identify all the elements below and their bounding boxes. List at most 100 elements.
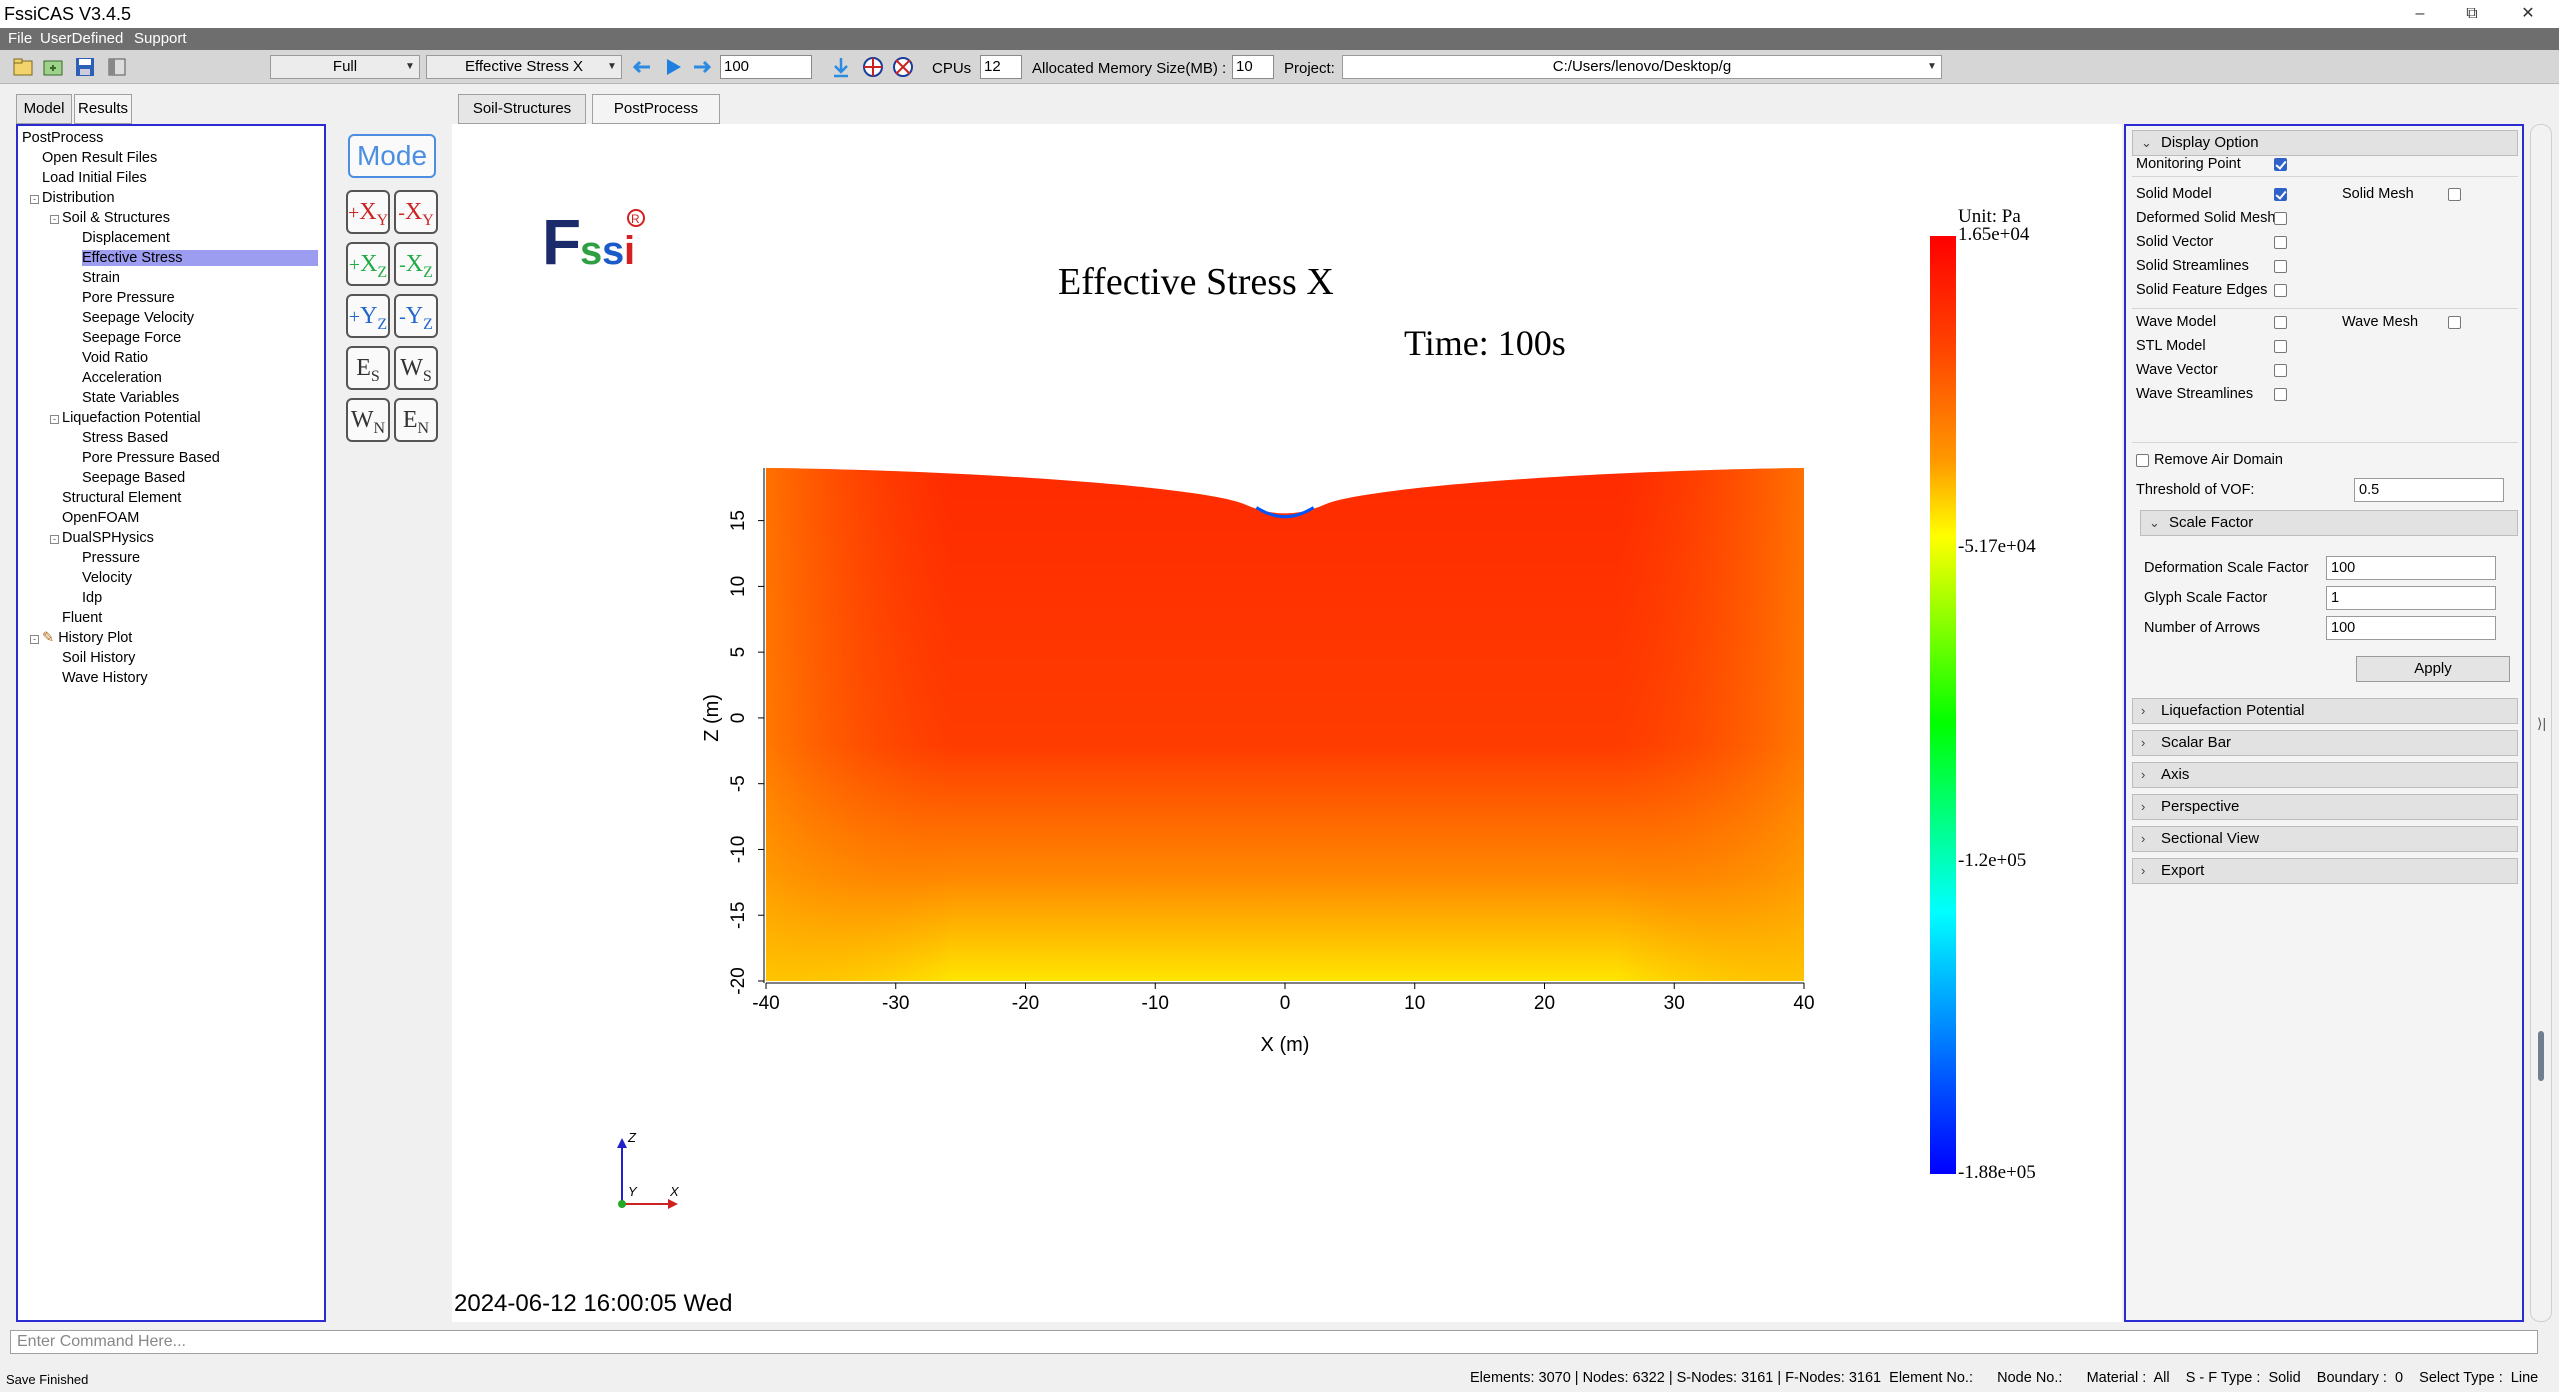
tree-item[interactable]: Soil & Structures (62, 210, 170, 226)
option-checkbox[interactable] (2274, 364, 2287, 377)
tree-item[interactable]: Idp (82, 590, 102, 606)
tree-item[interactable]: Pore Pressure (82, 290, 175, 306)
option-checkbox[interactable] (2274, 388, 2287, 401)
close-button[interactable]: ✕ (2521, 5, 2535, 22)
section-header[interactable]: › Perspective (2132, 794, 2518, 820)
vertical-scrollbar[interactable]: ⟩| (2530, 124, 2552, 1322)
tree-toggle[interactable]: - (50, 215, 59, 224)
globe-alt-icon[interactable] (892, 56, 914, 78)
tree-item[interactable]: Open Result Files (42, 150, 157, 166)
tree-item[interactable]: State Variables (82, 390, 179, 406)
tree-item[interactable]: Fluent (62, 610, 102, 626)
tree-item[interactable]: Wave History (62, 670, 148, 686)
menu-support[interactable]: Support (134, 30, 187, 47)
tree-item[interactable]: OpenFOAM (62, 510, 139, 526)
option-checkbox[interactable] (2274, 188, 2287, 201)
section-header[interactable]: › Sectional View (2132, 826, 2518, 852)
play-icon[interactable] (662, 56, 684, 78)
tree-item[interactable]: Acceleration (82, 370, 162, 386)
minimize-button[interactable]: – (2415, 5, 2425, 22)
save-icon[interactable] (74, 56, 96, 78)
collapse-panel-icon[interactable]: ⟩| (2537, 715, 2547, 731)
tree-item[interactable]: Velocity (82, 570, 132, 586)
view-orientation-button[interactable]: WS (394, 346, 438, 390)
section-header[interactable]: › Export (2132, 858, 2518, 884)
tree-item[interactable]: Strain (82, 270, 120, 286)
view-orientation-button[interactable]: ES (346, 346, 390, 390)
tree-item[interactable]: Soil History (62, 650, 135, 666)
tree-toggle[interactable]: - (30, 635, 39, 644)
tree-toggle[interactable]: - (50, 535, 59, 544)
option-checkbox[interactable] (2274, 284, 2287, 297)
section-header[interactable]: › Liquefaction Potential (2132, 698, 2518, 724)
option-checkbox[interactable] (2448, 188, 2461, 201)
option-checkbox[interactable] (2274, 212, 2287, 225)
option-checkbox[interactable] (2274, 316, 2287, 329)
view-orientation-button[interactable]: +XZ (346, 242, 390, 286)
step-forward-icon[interactable] (692, 56, 714, 78)
option-checkbox[interactable] (2274, 260, 2287, 273)
tree-item[interactable]: Pressure (82, 550, 140, 566)
step-back-icon[interactable] (630, 56, 652, 78)
tree-item[interactable]: Stress Based (82, 430, 168, 446)
menu-userdefined[interactable]: UserDefined (40, 30, 124, 47)
option-checkbox[interactable] (2274, 340, 2287, 353)
view-orientation-button[interactable]: -XZ (394, 242, 438, 286)
display-option-header[interactable]: ⌄ Display Option (2132, 130, 2518, 156)
maximize-button[interactable]: ⧉ (2466, 5, 2478, 22)
apply-button[interactable]: Apply (2356, 656, 2510, 682)
command-input[interactable]: Enter Command Here... (10, 1330, 2538, 1354)
tree-item[interactable]: Pore Pressure Based (82, 450, 220, 466)
view-orientation-button[interactable]: WN (346, 398, 390, 442)
glyph-scale-input[interactable]: 1 (2326, 586, 2496, 610)
memory-input[interactable]: 10 (1232, 55, 1274, 79)
panel-toggle-icon[interactable] (106, 56, 128, 78)
tree-toggle[interactable]: - (30, 195, 39, 204)
open-folder-icon[interactable] (42, 56, 64, 78)
tree-item[interactable]: Displacement (82, 230, 170, 246)
arrows-input[interactable]: 100 (2326, 616, 2496, 640)
scale-factor-header[interactable]: ⌄ Scale Factor (2140, 510, 2518, 536)
tree-item[interactable]: Distribution (42, 190, 115, 206)
tree-item[interactable]: Void Ratio (82, 350, 148, 366)
cpus-input[interactable]: 12 (980, 55, 1022, 79)
tree-item[interactable]: Load Initial Files (42, 170, 147, 186)
threshold-input[interactable]: 0.5 (2354, 478, 2504, 502)
option-checkbox[interactable] (2274, 158, 2287, 171)
deformation-scale-input[interactable]: 100 (2326, 556, 2496, 580)
remove-air-checkbox[interactable] (2136, 454, 2149, 467)
tree-item[interactable]: Seepage Velocity (82, 310, 194, 326)
new-file-icon[interactable] (12, 56, 34, 78)
tree-toggle[interactable]: - (50, 415, 59, 424)
result-field-select[interactable]: Effective Stress X ▼ (426, 55, 622, 79)
tree-item[interactable]: Structural Element (62, 490, 181, 506)
view-orientation-button[interactable]: EN (394, 398, 438, 442)
scrollbar-thumb[interactable] (2538, 1031, 2544, 1081)
render-viewport[interactable]: -40 -30 -20 -10 0 10 20 30 40 15 10 5 0 -5 -10 -15 -20 X … (452, 124, 2122, 1322)
tree-item[interactable]: ✎ History Plot (42, 630, 132, 646)
section-header[interactable]: › Scalar Bar (2132, 730, 2518, 756)
globe-icon[interactable] (862, 56, 884, 78)
tree-item[interactable]: PostProcess (22, 130, 103, 146)
menu-file[interactable]: File (8, 30, 33, 47)
mode-button[interactable]: Mode (348, 134, 436, 178)
tree-item[interactable]: Effective Stress (82, 250, 318, 266)
section-header[interactable]: › Axis (2132, 762, 2518, 788)
option-checkbox[interactable] (2274, 236, 2287, 249)
tree-item[interactable]: Seepage Based (82, 470, 185, 486)
step-input[interactable]: 100 (720, 55, 812, 79)
view-orientation-button[interactable]: -YZ (394, 294, 438, 338)
project-path-select[interactable]: C:/Users/lenovo/Desktop/g ▼ (1342, 55, 1942, 79)
tab-postprocess[interactable]: PostProcess (592, 94, 720, 124)
tree-item[interactable]: DualSPHysics (62, 530, 154, 546)
view-mode-select[interactable]: Full ▼ (270, 55, 420, 79)
tree-item[interactable]: Seepage Force (82, 330, 181, 346)
view-orientation-button[interactable]: -XY (394, 190, 438, 234)
view-orientation-button[interactable]: +XY (346, 190, 390, 234)
tab-results[interactable]: Results (74, 94, 132, 124)
tree-item[interactable]: Liquefaction Potential (62, 410, 201, 426)
download-icon[interactable] (830, 56, 852, 78)
option-checkbox[interactable] (2448, 316, 2461, 329)
tab-soil-structures[interactable]: Soil-Structures (458, 94, 586, 124)
view-orientation-button[interactable]: +YZ (346, 294, 390, 338)
